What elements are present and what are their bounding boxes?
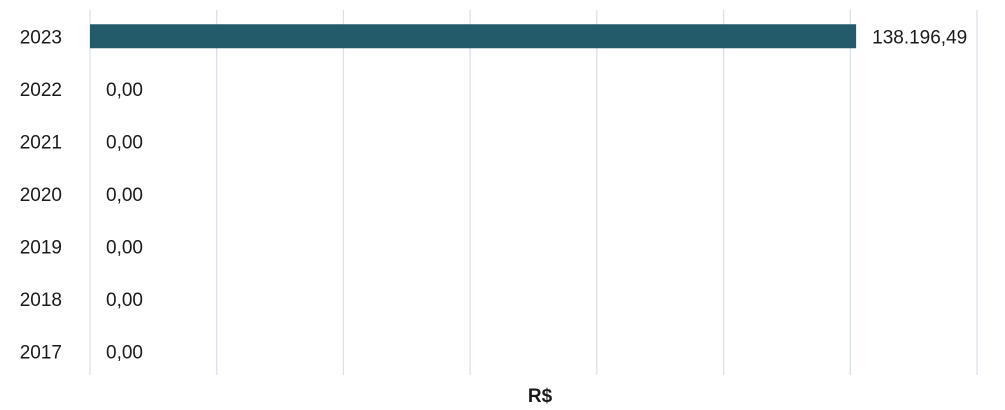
y-tick-label: 2018	[20, 290, 62, 311]
y-tick-label: 2020	[20, 185, 62, 206]
bars	[90, 24, 857, 49]
data-label: 0,00	[106, 237, 143, 258]
y-tick-label: 2017	[20, 342, 62, 363]
y-tick-label: 2023	[20, 27, 62, 48]
data-label: 138.196,49	[872, 27, 967, 48]
y-tick-label: 2021	[20, 132, 62, 153]
bar	[90, 24, 857, 49]
data-label: 0,00	[106, 290, 143, 311]
gridlines	[89, 10, 978, 375]
labels: 2023 138.196,49 2022 0,00 2021 0,00 2020 0,00 20…	[20, 27, 968, 363]
data-label: 0,00	[106, 132, 143, 153]
y-tick-label: 2022	[20, 80, 62, 101]
data-label: 0,00	[106, 342, 143, 363]
data-label: 0,00	[106, 185, 143, 206]
y-tick-label: 2019	[20, 237, 62, 258]
x-axis-title: R$	[528, 386, 553, 405]
data-label: 0,00	[106, 80, 143, 101]
